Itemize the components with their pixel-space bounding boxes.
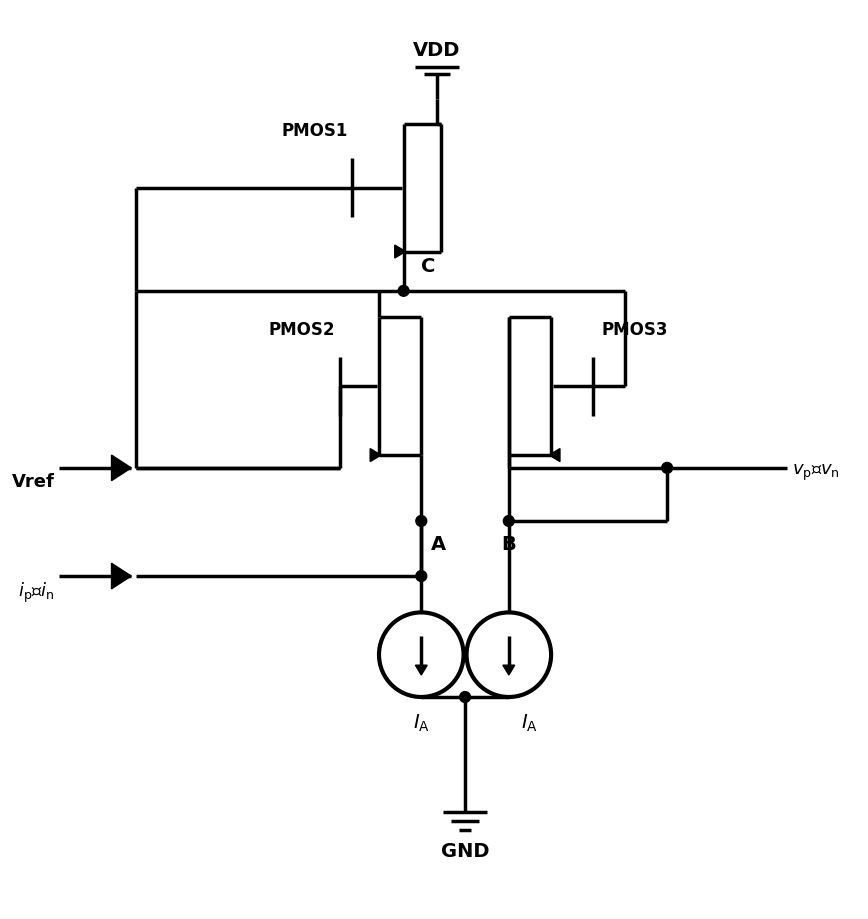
Polygon shape	[503, 665, 515, 675]
Text: $i_\mathrm{p}$或$i_\mathrm{n}$: $i_\mathrm{p}$或$i_\mathrm{n}$	[18, 581, 55, 605]
Text: Vref: Vref	[11, 472, 55, 491]
Text: $I_\mathrm{A}$: $I_\mathrm{A}$	[521, 713, 537, 734]
Circle shape	[398, 286, 409, 296]
Text: PMOS1: PMOS1	[281, 122, 347, 141]
Circle shape	[460, 692, 470, 702]
Polygon shape	[549, 448, 560, 461]
Text: PMOS3: PMOS3	[602, 321, 667, 339]
Text: $v_\mathrm{p}$或$v_\mathrm{n}$: $v_\mathrm{p}$或$v_\mathrm{n}$	[792, 462, 840, 482]
Circle shape	[503, 516, 514, 527]
Circle shape	[416, 571, 427, 582]
Text: GND: GND	[441, 842, 490, 860]
Polygon shape	[370, 448, 381, 461]
Polygon shape	[395, 245, 405, 258]
Text: VDD: VDD	[413, 40, 461, 60]
Circle shape	[661, 462, 673, 473]
Text: $I_\mathrm{A}$: $I_\mathrm{A}$	[413, 713, 430, 734]
Polygon shape	[416, 665, 427, 675]
Text: B: B	[501, 535, 516, 554]
Text: C: C	[421, 257, 436, 276]
Polygon shape	[111, 455, 131, 481]
Polygon shape	[111, 563, 131, 589]
Text: A: A	[431, 535, 446, 554]
Circle shape	[416, 516, 427, 527]
Text: PMOS2: PMOS2	[268, 321, 335, 339]
